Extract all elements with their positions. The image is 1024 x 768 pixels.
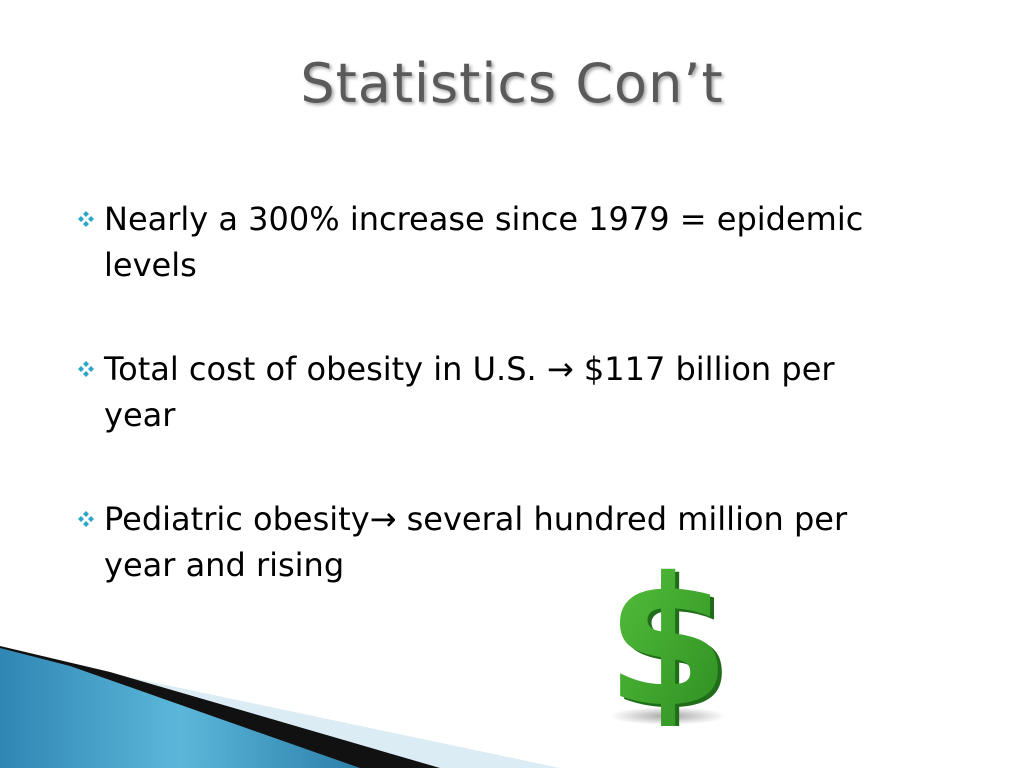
four-diamond-bullet-icon — [78, 361, 94, 377]
svg-text:$: $ — [606, 556, 730, 726]
four-diamond-bullet-icon — [78, 211, 94, 227]
dollar-sign-icon: $ $ — [606, 556, 734, 726]
slide-title: Statistics Con’t — [300, 52, 724, 115]
bullet-item: Pediatric obesity→ several hundred milli… — [76, 496, 916, 588]
bullet-item: Nearly a 300% increase since 1979 = epid… — [76, 196, 916, 288]
bullet-list: Nearly a 300% increase since 1979 = epid… — [76, 196, 916, 646]
bullet-text: Nearly a 300% increase since 1979 = epid… — [104, 200, 864, 284]
bullet-text: Pediatric obesity→ several hundred milli… — [104, 500, 848, 584]
blue-band — [0, 648, 360, 768]
bullet-text: Total cost of obesity in U.S. → $117 bil… — [104, 350, 835, 434]
four-diamond-bullet-icon — [78, 511, 94, 527]
svg-text:$: $ — [610, 556, 734, 726]
bullet-item: Total cost of obesity in U.S. → $117 bil… — [76, 346, 916, 438]
